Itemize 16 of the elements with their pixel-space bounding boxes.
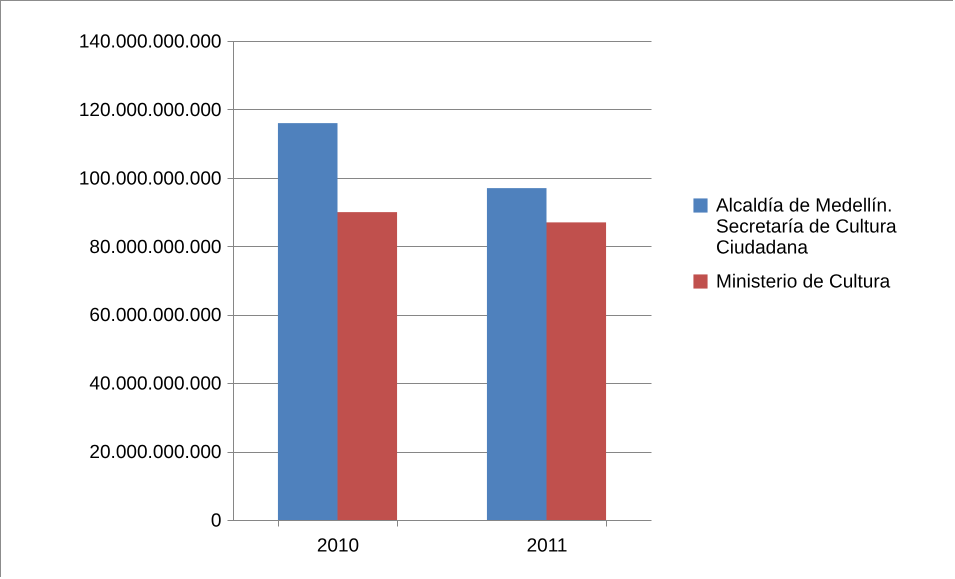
x-tick-label: 2011: [526, 536, 568, 556]
legend-label: Ministerio de Cultura: [716, 272, 891, 292]
legend-label: Alcaldía de Medellín. Secretaría de Cultura Ciudadana: [716, 196, 898, 258]
y-tick-label: 20.000.000.000: [89, 442, 222, 464]
y-tick-label: 80.000.000.000: [89, 236, 222, 258]
y-tick-label: 140.000.000.000: [78, 32, 222, 52]
y-tick-label: 40.000.000.000: [89, 374, 222, 395]
y-tick-label: 60.000.000.000: [89, 305, 222, 326]
bar: [278, 123, 338, 520]
y-tick-label: 120.000.000.000: [78, 100, 222, 121]
bar: [486, 188, 546, 520]
y-tick-label: 0: [210, 510, 222, 532]
x-tick-label: 2010: [316, 536, 360, 556]
bar: [338, 212, 398, 520]
bar: [546, 222, 606, 520]
y-tick-label: 100.000.000.000: [78, 168, 222, 190]
